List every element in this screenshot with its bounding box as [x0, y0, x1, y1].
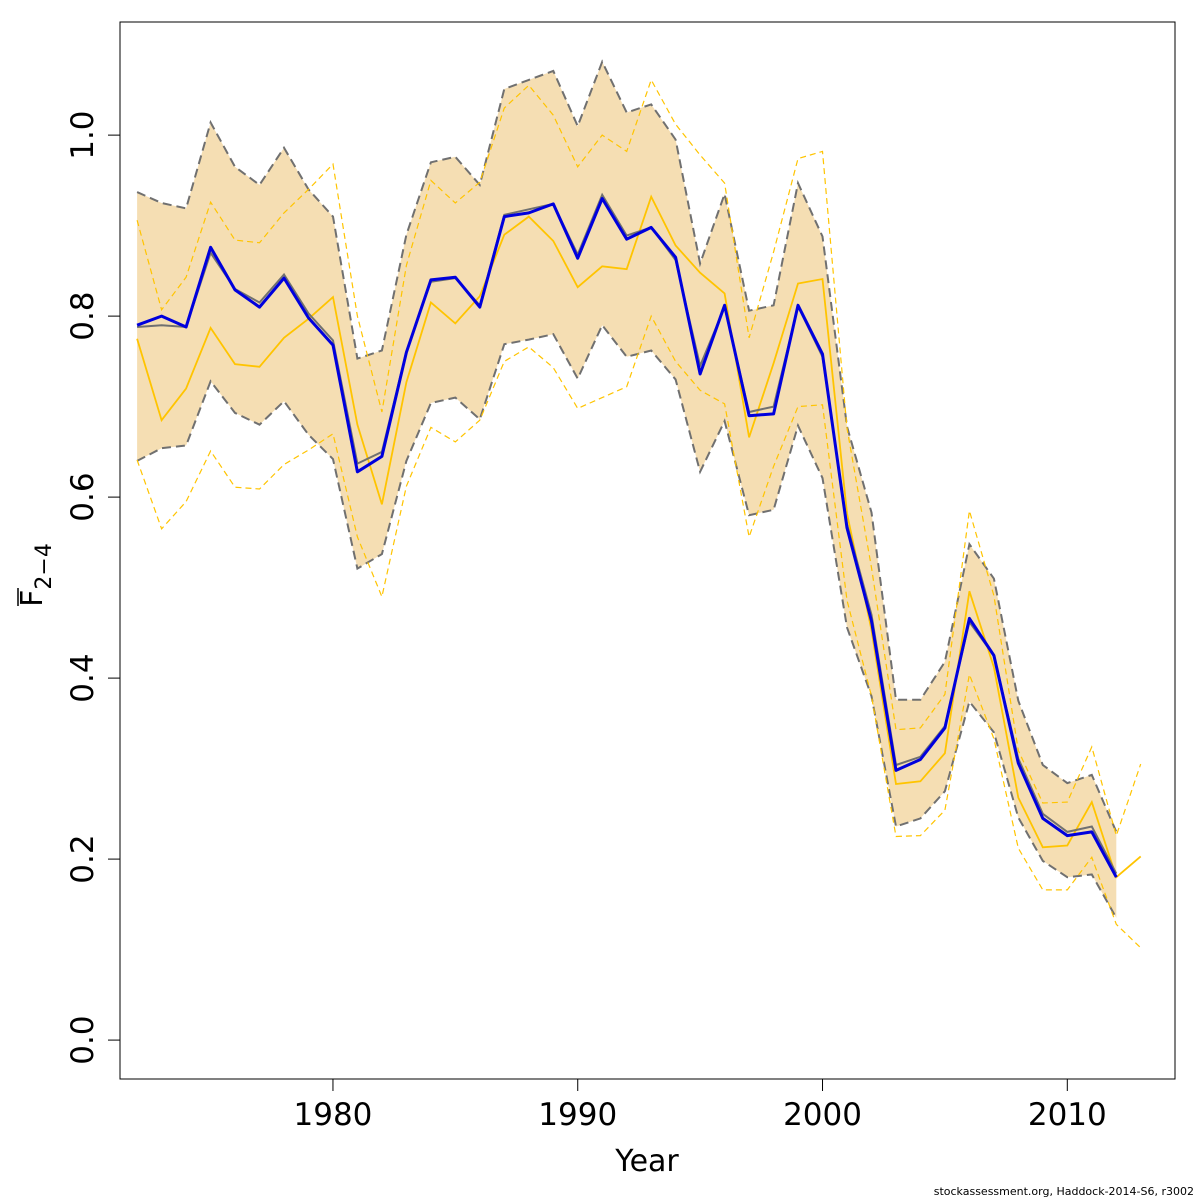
- y-axis-title-subscript: 2−4: [32, 543, 57, 589]
- y-tick-label: 0.6: [65, 472, 101, 521]
- x-tick-label: 2010: [1028, 1097, 1107, 1133]
- series-layer: [136, 59, 1142, 949]
- band-lower-bound: [136, 323, 1118, 919]
- alt-lower-bound: [136, 314, 1142, 949]
- footer-credit: stockassessment.org, Haddock-2014-S6, r3…: [933, 1185, 1194, 1198]
- x-axis: 1980 1990 2000 2010: [294, 1078, 1107, 1133]
- x-tick-label: 1980: [294, 1097, 373, 1133]
- svg-text:F2−4: F2−4: [15, 543, 57, 607]
- estimate-line: [136, 197, 1118, 878]
- x-tick-label: 2000: [783, 1097, 862, 1133]
- alt-upper-bound: [136, 78, 1142, 838]
- y-tick-label: 0.0: [65, 1015, 101, 1064]
- y-axis-title: F2−4: [15, 543, 57, 607]
- confidence-band: [137, 61, 1117, 918]
- y-tick-label: 0.4: [65, 653, 101, 702]
- y-axis-title-main: F: [15, 590, 50, 607]
- band-upper-bound: [136, 59, 1118, 833]
- x-tick-label: 1990: [538, 1097, 617, 1133]
- y-tick-label: 0.2: [65, 834, 101, 883]
- x-axis-title: Year: [614, 1144, 679, 1179]
- y-tick-label: 1.0: [65, 110, 101, 159]
- y-axis: 0.0 0.2 0.4 0.6 0.8 1.0: [65, 110, 121, 1065]
- y-tick-label: 0.8: [65, 291, 101, 340]
